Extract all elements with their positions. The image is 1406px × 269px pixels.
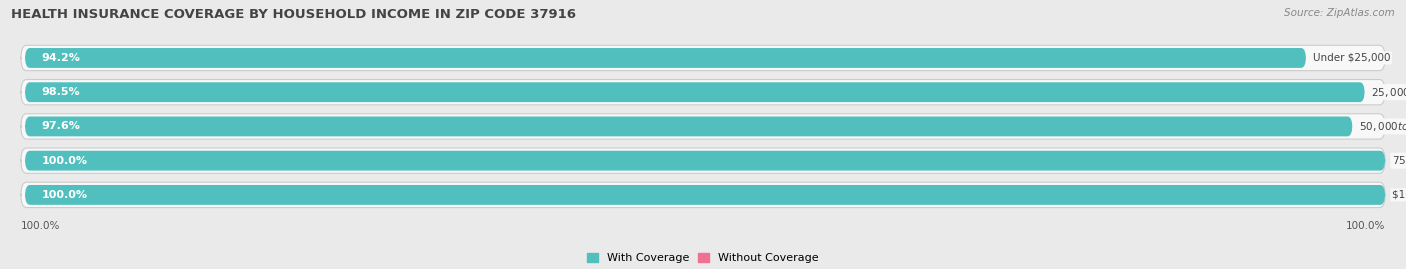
- Text: Source: ZipAtlas.com: Source: ZipAtlas.com: [1284, 8, 1395, 18]
- FancyBboxPatch shape: [21, 114, 1385, 139]
- FancyBboxPatch shape: [25, 82, 1365, 102]
- Text: 100.0%: 100.0%: [41, 156, 87, 166]
- Text: $25,000 to $49,999: $25,000 to $49,999: [1371, 86, 1406, 99]
- Text: $50,000 to $74,999: $50,000 to $74,999: [1360, 120, 1406, 133]
- FancyBboxPatch shape: [25, 151, 1385, 171]
- FancyBboxPatch shape: [21, 182, 1385, 208]
- Text: 94.2%: 94.2%: [41, 53, 80, 63]
- Text: Under $25,000: Under $25,000: [1313, 53, 1391, 63]
- FancyBboxPatch shape: [25, 48, 1306, 68]
- Text: 100.0%: 100.0%: [21, 221, 60, 231]
- Text: $75,000 to $99,999: $75,000 to $99,999: [1392, 154, 1406, 167]
- FancyBboxPatch shape: [21, 45, 1385, 71]
- Text: 98.5%: 98.5%: [41, 87, 80, 97]
- FancyBboxPatch shape: [21, 148, 1385, 173]
- Text: $100,000 and over: $100,000 and over: [1392, 190, 1406, 200]
- FancyBboxPatch shape: [21, 80, 1385, 105]
- Text: 100.0%: 100.0%: [41, 190, 87, 200]
- Text: HEALTH INSURANCE COVERAGE BY HOUSEHOLD INCOME IN ZIP CODE 37916: HEALTH INSURANCE COVERAGE BY HOUSEHOLD I…: [11, 8, 576, 21]
- Text: 97.6%: 97.6%: [41, 121, 80, 132]
- FancyBboxPatch shape: [25, 116, 1353, 136]
- FancyBboxPatch shape: [25, 185, 1385, 205]
- Legend: With Coverage, Without Coverage: With Coverage, Without Coverage: [582, 249, 824, 268]
- Text: 100.0%: 100.0%: [1346, 221, 1385, 231]
